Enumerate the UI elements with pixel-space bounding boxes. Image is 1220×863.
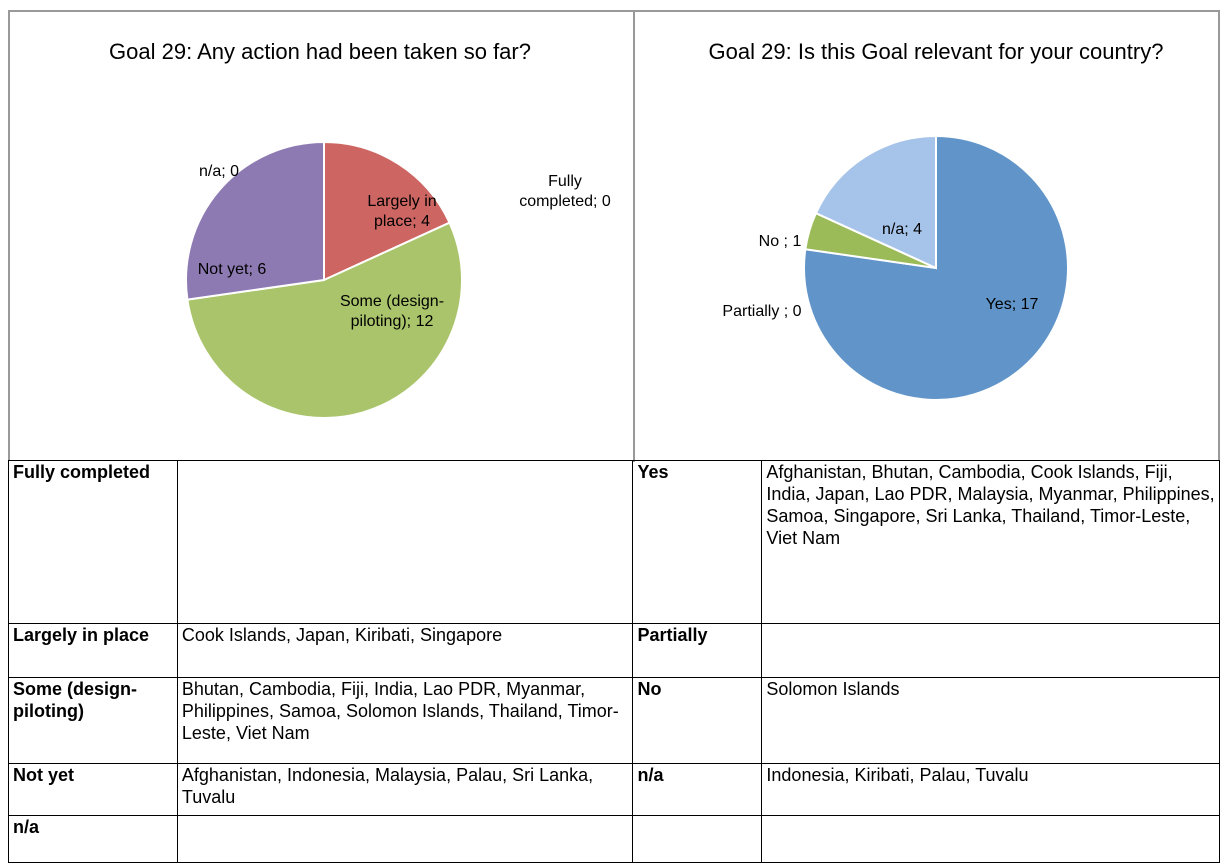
- pie-area: [185, 134, 1069, 419]
- slice-label: Largely in place; 4: [367, 193, 437, 230]
- chart-title: Goal 29: Is this Goal relevant for your …: [708, 39, 1164, 64]
- cell: [761, 623, 1220, 678]
- country-table: Fully completed Yes Afghanistan, Bhutan, C…: [8, 460, 1220, 863]
- row-header: Not yet: [8, 763, 178, 816]
- chart-title: Goal 29: Any action had been taken so fa…: [109, 39, 531, 64]
- cell: Solomon Islands: [761, 677, 1220, 764]
- row-header: Largely in place: [8, 623, 178, 678]
- row-header: n/a: [8, 815, 178, 863]
- cell: [176, 460, 634, 624]
- row-header: Partially: [632, 623, 763, 678]
- table-row: n/a: [8, 815, 1220, 863]
- cell: [176, 815, 634, 863]
- table-row: Some (design-piloting) Bhutan, Cambodia, …: [8, 677, 1220, 764]
- cell: Afghanistan, Bhutan, Cambodia, Cook Isla…: [761, 460, 1220, 624]
- cell: Afghanistan, Indonesia, Malaysia, Palau,…: [176, 763, 634, 816]
- slice-label: n/a; 0: [198, 163, 240, 180]
- table-row: Largely in place Cook Islands, Japan, Kir…: [8, 623, 1220, 678]
- pie-slice: [185, 140, 325, 301]
- row-header: [632, 815, 763, 863]
- table-row: Fully completed Yes Afghanistan, Bhutan, C…: [8, 460, 1220, 624]
- row-header: Yes: [632, 460, 763, 624]
- table-row: Not yet Afghanistan, Indonesia, Malaysia,…: [8, 763, 1220, 816]
- row-header: n/a: [632, 763, 763, 816]
- slice-label: Not yet; 6: [197, 261, 267, 278]
- slice-label: n/a; 4: [881, 221, 923, 238]
- cell: [761, 815, 1220, 863]
- slice-label: No ; 1: [758, 233, 802, 250]
- row-header: Fully completed: [8, 460, 178, 624]
- pie-slice: [814, 134, 937, 270]
- pie-slice: [323, 140, 451, 282]
- slice-label: Some (design-piloting); 12: [339, 293, 445, 330]
- slice-label: Yes; 17: [985, 296, 1039, 313]
- row-header: Some (design-piloting): [8, 677, 178, 764]
- pie-slice: [186, 221, 463, 419]
- divider: [633, 12, 635, 462]
- slice-label: Fully completed; 0: [519, 173, 611, 210]
- cell: Cook Islands, Japan, Kiribati, Singapore: [176, 623, 634, 678]
- charts-panel: Goal 29: Any action had been taken so fa…: [8, 10, 1220, 462]
- slice-label: Partially ; 0: [722, 303, 802, 320]
- cell: Indonesia, Kiribati, Palau, Tuvalu: [761, 763, 1220, 816]
- cell: Bhutan, Cambodia, Fiji, India, Lao PDR, …: [176, 677, 634, 764]
- row-header: No: [632, 677, 763, 764]
- pie-slice: [803, 134, 1069, 401]
